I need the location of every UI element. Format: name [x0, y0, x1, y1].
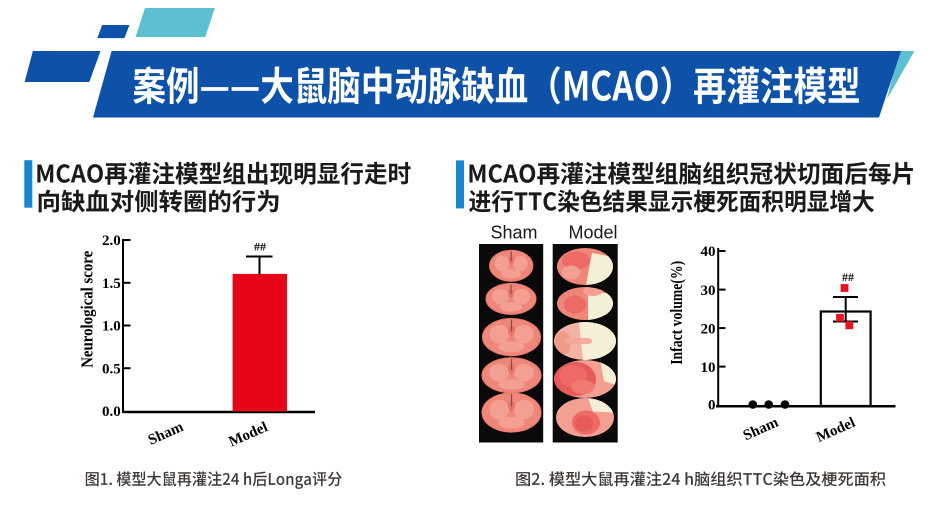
svg-text:2.0: 2.0: [102, 233, 121, 249]
svg-text:0.0: 0.0: [102, 404, 121, 420]
svg-text:##: ##: [254, 240, 266, 254]
svg-text:Neurological score: Neurological score: [77, 251, 96, 368]
svg-text:40: 40: [701, 244, 716, 260]
svg-text:20: 20: [701, 321, 716, 337]
svg-text:Sham: Sham: [490, 223, 537, 243]
svg-text:30: 30: [701, 283, 716, 299]
svg-text:1.5: 1.5: [102, 276, 121, 292]
svg-text:1.0: 1.0: [102, 319, 121, 335]
svg-text:##: ##: [842, 270, 854, 284]
svg-text:Model: Model: [568, 223, 617, 243]
svg-text:10: 10: [701, 360, 716, 376]
svg-text:Infact volume(%): Infact volume(%): [667, 261, 686, 365]
svg-text:0: 0: [708, 398, 716, 414]
svg-text:0.5: 0.5: [102, 361, 121, 377]
